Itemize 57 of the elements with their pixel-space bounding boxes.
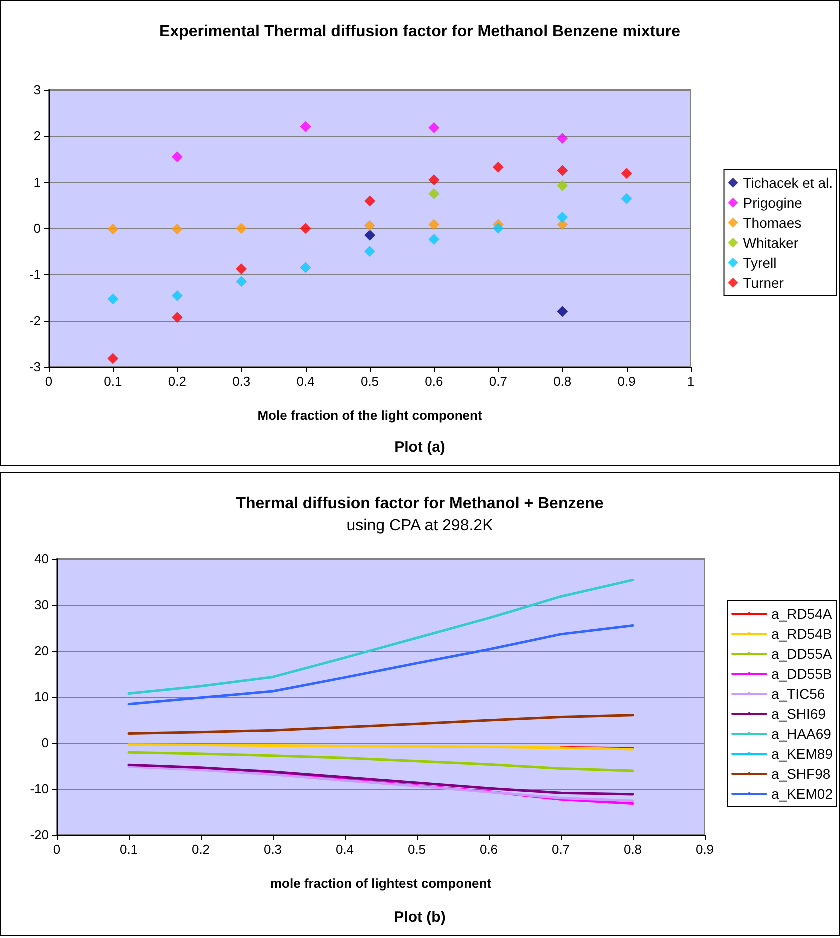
x-tick-label: 0.7 [489, 374, 508, 389]
y-tick-label: 2 [34, 128, 41, 144]
legend-label: a_SHF98 [772, 766, 831, 782]
y-tick-label: 10 [34, 690, 49, 704]
y-tick-label: 20 [34, 644, 49, 658]
legend-label: a_KEM89 [772, 746, 834, 762]
x-tick-label: 0.6 [425, 374, 444, 389]
x-tick-label: 0.8 [554, 374, 572, 389]
legend-label: a_DD55A [772, 646, 833, 662]
legend-label: Whitaker [743, 235, 799, 251]
x-tick-label: 0.2 [192, 842, 210, 857]
x-tick-label: 0.7 [552, 842, 570, 857]
x-tick-label: 0.8 [624, 842, 642, 857]
chart-title: Experimental Thermal diffusion factor for Methanol Benzene mixture [160, 24, 681, 40]
x-tick-label: 0.9 [618, 374, 636, 389]
x-tick-label: 0.4 [336, 842, 354, 857]
x-tick-label: 0.6 [480, 842, 498, 857]
text: Plot (a) [394, 439, 446, 456]
y-tick-label: 0 [42, 736, 49, 750]
y-tick-label: 1 [34, 174, 41, 190]
legend-label: Prigogine [743, 195, 803, 211]
x-tick-label: 0.4 [296, 374, 315, 389]
legend-label: a_HAA69 [772, 726, 832, 742]
x-tick-label: 0.1 [120, 842, 138, 857]
y-tick-label: -1 [29, 267, 41, 282]
y-tick-label: 3 [34, 82, 41, 98]
y-tick-label: -2 [29, 313, 41, 328]
chart-title: Thermal diffusion factor for Methanol + Benzene [236, 496, 604, 512]
y-tick-label: -20 [30, 828, 49, 842]
x-axis-title: Mole fraction of the light component [258, 408, 483, 423]
legend-label: a_RD54A [772, 606, 833, 622]
x-tick-label: 1 [687, 374, 695, 389]
x-tick-label: 0.5 [408, 842, 426, 857]
legend-label: Turner [743, 275, 784, 291]
legend-label: a_TIC56 [772, 686, 826, 702]
y-tick-label: -3 [29, 360, 41, 374]
y-tick-label: -10 [30, 782, 49, 796]
legend-label: a_DD55B [772, 666, 832, 682]
x-tick-label: 0.3 [264, 842, 282, 857]
x-tick-label: 0.9 [696, 842, 714, 857]
x-tick-label: 0.1 [104, 374, 122, 389]
chart-subtitle: using CPA at 298.2K [346, 518, 494, 534]
legend-label: a_SHI69 [772, 706, 826, 722]
x-tick-label: 0.5 [360, 374, 380, 389]
y-tick-label: 30 [34, 598, 49, 612]
y-tick-label: 0 [34, 221, 41, 236]
legend-label: Thomaes [743, 215, 802, 231]
legend-label: a_KEM02 [772, 786, 834, 802]
x-axis-title: mole fraction of lightest component [270, 876, 492, 891]
legend-label: Tichacek et al. [743, 175, 834, 191]
legend-label: Tyrell [743, 255, 777, 271]
y-tick-label: 40 [34, 552, 49, 566]
legend-label: a_RD54B [772, 626, 832, 642]
x-tick-label: 0.3 [232, 374, 251, 389]
x-tick-label: 0.2 [168, 374, 186, 389]
text: Plot (b) [394, 909, 446, 926]
x-tick-label: 0 [53, 842, 61, 857]
